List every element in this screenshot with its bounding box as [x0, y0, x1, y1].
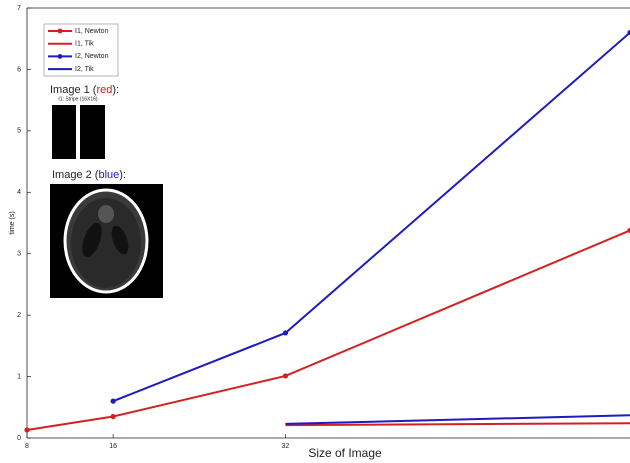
- phantom-ventricle: [111, 225, 129, 255]
- point: [110, 398, 116, 404]
- series-line: [26, 229, 630, 432]
- y-tick-label: 4: [17, 189, 21, 196]
- x-axis-label: Size of Image: [308, 446, 382, 460]
- inset-title: Image 1 (red):: [50, 84, 119, 96]
- series-line: [112, 31, 630, 403]
- legend-label: I1, Tik: [75, 41, 94, 48]
- point: [110, 413, 116, 420]
- y-tick-label: 2: [17, 312, 21, 319]
- x-tick-label: 16: [109, 443, 117, 450]
- inset-image-1: Image 1 (red): I1: Stripe (16X16): [50, 84, 119, 159]
- y-tick-label: 7: [17, 5, 21, 12]
- y-tick-label: 6: [17, 66, 21, 73]
- y-tick-label: 0: [17, 435, 21, 442]
- x-tick-label: 32: [282, 443, 290, 450]
- phantom-brain: [71, 198, 141, 288]
- legend-marker: [57, 28, 63, 34]
- inset-caption: I1: Stripe (16X16): [58, 96, 98, 102]
- y-axis-label: time (s): [9, 211, 16, 234]
- y-tick-label: 1: [17, 373, 21, 380]
- x-tick-label: 8: [25, 443, 29, 450]
- inset-title: Image 2 (blue):: [52, 169, 126, 181]
- legend-marker: [57, 54, 63, 59]
- series-line: [285, 414, 630, 425]
- stripe: [52, 105, 76, 159]
- legend-box: [43, 23, 119, 77]
- legend-label: I2, Newton: [75, 53, 109, 60]
- y-tick-label: 5: [17, 128, 21, 135]
- y-tick-label: 3: [17, 251, 21, 258]
- series-line: [285, 422, 630, 427]
- phantom-spot: [98, 205, 114, 223]
- phantom-ventricle: [82, 222, 102, 258]
- point: [24, 427, 30, 433]
- inset-image-2: Image 2 (blue):: [50, 169, 163, 298]
- stripe: [80, 105, 105, 159]
- legend-label: I2, Tik: [75, 66, 94, 73]
- legend-label: I1, Newton: [75, 28, 109, 35]
- point: [282, 330, 289, 336]
- point: [627, 227, 630, 233]
- point: [282, 373, 289, 379]
- point: [627, 29, 630, 36]
